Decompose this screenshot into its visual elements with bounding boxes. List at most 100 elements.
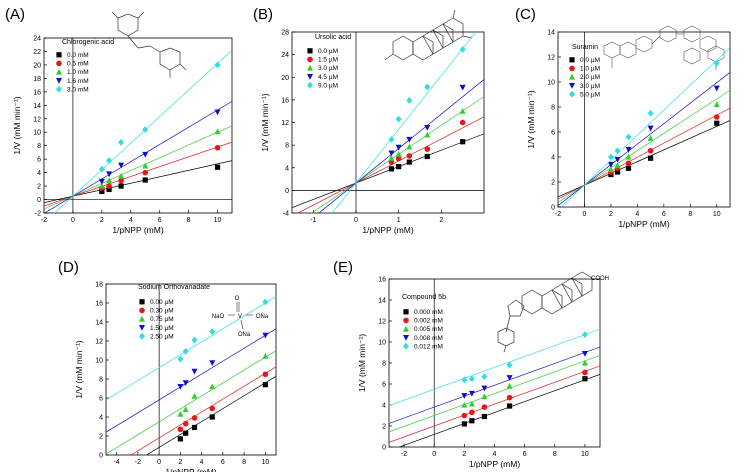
data-point [468,390,475,397]
data-point [262,298,269,306]
data-point [424,153,430,160]
x-tick-label: 2 [609,211,613,218]
x-tick-label: 1 [397,217,401,224]
y-tick-label: 6 [99,396,103,403]
legend: 0.0 mM 0.5 mM1.0 mM 1.6 mM3.0 mM [56,52,89,93]
panel-label: (A) [5,6,25,23]
y-tick-label: -4 [283,211,289,218]
y-tick-label: 0 [285,188,289,195]
y-tick-label: 16 [378,277,386,284]
y-tick-label: 14 [378,298,386,305]
legend: 0.0 µM 1.5 µM3.0 µM 4.5 µM9.0 µM [307,48,338,89]
x-tick-label: -2 [41,217,47,224]
ursolic-acid-structure [384,9,473,61]
vanadate-v-label: V [238,314,242,320]
legend-marker [403,309,409,315]
series-3 [106,350,276,455]
legend-marker [139,325,145,331]
y-tick-label: 2 [382,424,386,431]
y-tick-label: 0 [551,205,555,212]
x-axis-title: 1/pNPP (mM) [469,459,520,469]
legend-label: 3.0 mM [67,86,89,93]
legend-marker [307,64,313,71]
x-tick-label: 8 [187,217,191,224]
data-point [142,162,149,169]
legend-marker [56,78,62,84]
data-point [262,382,268,388]
x-tick-label: 2 [178,459,182,466]
x-tick-label: 8 [242,459,246,466]
x-tick-label: 4 [129,217,133,224]
y-axis-title: 1/V (mM min⁻¹) [12,96,22,154]
fit-line [292,133,484,208]
chart-title: Chlorogenic acid [62,39,114,46]
data-point [625,133,632,141]
series-5 [106,296,276,401]
data-point [647,147,654,154]
data-point [106,157,113,164]
y-tick-label: 16 [95,301,103,308]
series-4 [318,79,484,213]
vanadate-nao-label: NaO [212,314,225,320]
y-axis-title: 1/V (mM min⁻¹) [74,340,84,398]
legend-label: 1.5 µM [318,57,338,64]
data-point [396,164,402,170]
x-tick-label: 6 [523,451,527,458]
data-point [506,382,513,389]
y-tick-label: 24 [281,52,289,59]
panel-label: (C) [515,6,536,23]
y-tick-label: 10 [547,80,555,87]
data-point [388,166,395,172]
y-tick-label: 2 [99,434,103,441]
data-point [461,412,468,419]
data-point [142,177,148,183]
series-5 [54,50,232,213]
data-point [461,401,468,408]
data-point [582,376,588,382]
data-point [459,84,466,91]
y-tick-label: 8 [99,377,103,384]
fit-line [389,346,600,424]
data-point [424,131,431,138]
data-point [182,420,189,427]
data-point [406,159,412,165]
legend-label: 0.0 µM [580,57,600,64]
legend-label: 1.6 mM [67,78,89,85]
fit-line [106,350,276,455]
x-tick-label: 8 [688,211,692,218]
data-point [506,394,513,401]
data-point [625,160,632,167]
y-tick-label: 10 [95,358,103,365]
y-tick-label: 6 [37,157,41,164]
legend-label: 3.0 µM [580,83,600,90]
data-point [106,183,112,189]
data-point [209,414,215,420]
data-point [607,166,614,173]
y-tick-label: 4 [551,155,555,162]
data-point [118,172,125,179]
y-tick-label: 8 [382,361,386,368]
y-tick-label: 14 [95,320,103,327]
x-tick-label: 10 [581,451,589,458]
fit-line [44,101,232,213]
data-point [191,424,198,431]
y-tick-label: 28 [281,30,289,37]
series-2 [389,365,600,443]
data-point [582,369,588,376]
data-point [142,151,149,158]
data-point [118,162,125,169]
y-tick-label: 24 [33,36,41,43]
data-point [581,359,588,366]
data-point [481,393,488,400]
data-point [713,85,720,92]
y-tick-label: 12 [281,120,289,127]
data-point [713,114,720,120]
y-tick-label: 14 [33,103,41,110]
data-point [481,385,488,392]
legend-marker [307,81,313,89]
data-point [388,150,395,157]
plot-frame [557,31,731,208]
y-tick-label: 2 [37,184,41,191]
x-tick-label: 6 [221,459,225,466]
